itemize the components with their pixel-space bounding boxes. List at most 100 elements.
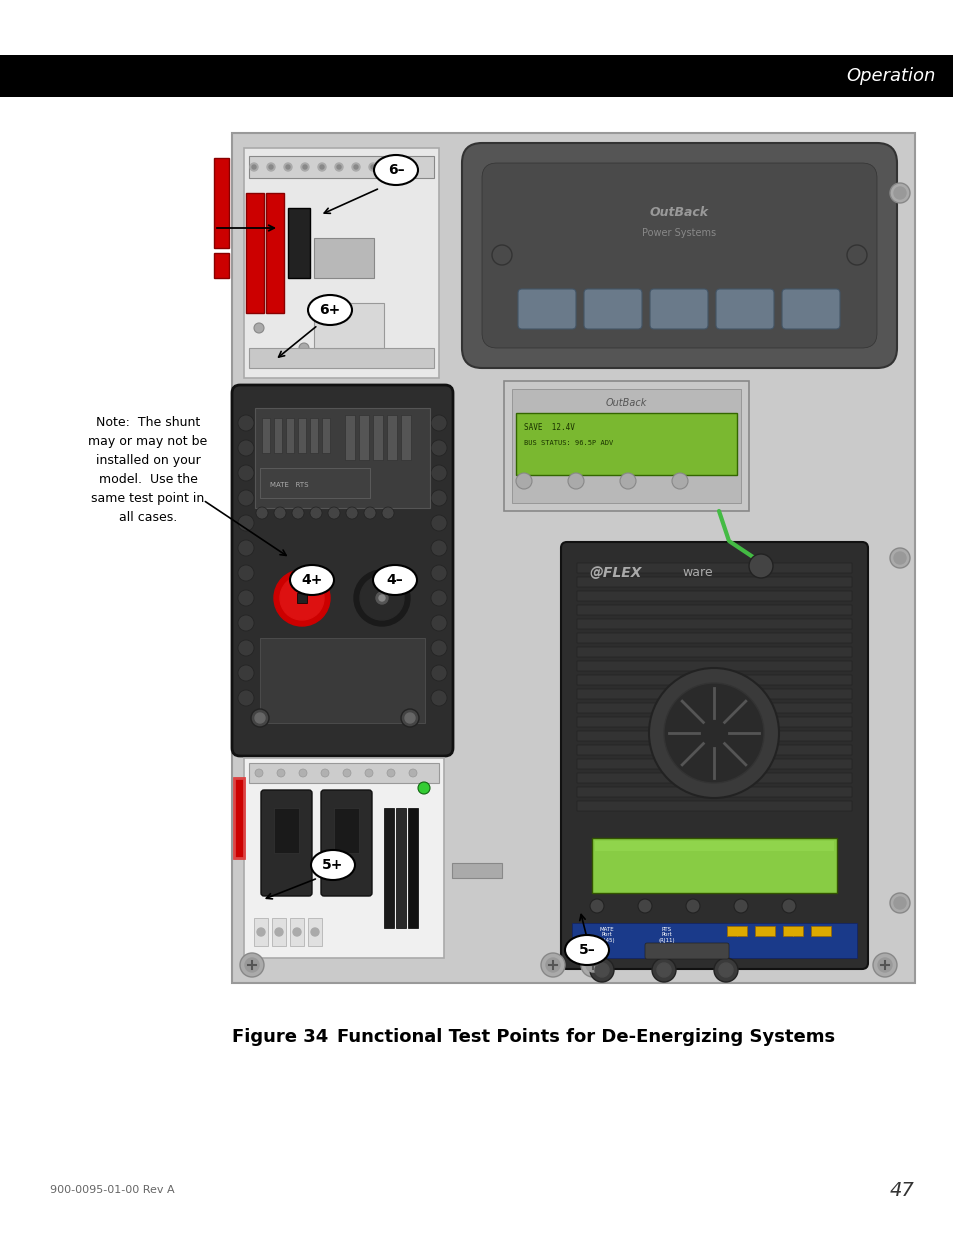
- Circle shape: [301, 163, 309, 170]
- FancyBboxPatch shape: [261, 790, 312, 897]
- Circle shape: [405, 713, 415, 722]
- Circle shape: [237, 490, 253, 506]
- Circle shape: [540, 953, 564, 977]
- Circle shape: [245, 958, 258, 972]
- Circle shape: [431, 540, 447, 556]
- Circle shape: [298, 343, 309, 353]
- Circle shape: [280, 576, 324, 620]
- Bar: [503, 382, 748, 511]
- Circle shape: [378, 595, 385, 601]
- Circle shape: [354, 571, 410, 626]
- Text: Power Systems: Power Systems: [641, 228, 716, 238]
- Text: ware: ware: [681, 567, 712, 579]
- Circle shape: [375, 592, 388, 604]
- Circle shape: [256, 927, 265, 936]
- Circle shape: [431, 515, 447, 531]
- Text: 5–: 5–: [578, 944, 595, 957]
- Circle shape: [663, 683, 763, 783]
- Circle shape: [237, 440, 253, 456]
- Circle shape: [371, 165, 375, 169]
- Bar: [246, 193, 264, 312]
- Circle shape: [431, 690, 447, 706]
- Bar: [233, 778, 244, 858]
- Text: 4+: 4+: [301, 573, 322, 587]
- Circle shape: [877, 958, 891, 972]
- Circle shape: [288, 584, 315, 613]
- Bar: [592, 839, 836, 893]
- Bar: [233, 778, 244, 858]
- Bar: [262, 417, 270, 453]
- Bar: [266, 193, 284, 312]
- Circle shape: [237, 515, 253, 531]
- Circle shape: [237, 664, 253, 680]
- Circle shape: [237, 415, 253, 431]
- Text: Operation: Operation: [845, 67, 935, 85]
- Circle shape: [237, 564, 253, 580]
- Bar: [577, 592, 851, 601]
- Circle shape: [328, 508, 339, 519]
- Circle shape: [409, 769, 416, 777]
- Circle shape: [374, 590, 390, 606]
- Circle shape: [250, 163, 257, 170]
- Circle shape: [237, 590, 253, 606]
- Text: MATE
Port
(RJ45): MATE Port (RJ45): [598, 926, 615, 944]
- Bar: [810, 926, 830, 936]
- Bar: [384, 808, 394, 927]
- Circle shape: [545, 958, 559, 972]
- Text: Figure 34: Figure 34: [232, 1028, 328, 1046]
- Circle shape: [516, 473, 532, 489]
- Circle shape: [713, 958, 738, 982]
- Circle shape: [733, 899, 747, 913]
- Circle shape: [492, 245, 512, 266]
- Circle shape: [781, 899, 795, 913]
- Circle shape: [252, 165, 255, 169]
- Circle shape: [368, 584, 395, 613]
- Bar: [260, 468, 370, 498]
- Circle shape: [293, 927, 301, 936]
- Circle shape: [671, 473, 687, 489]
- Circle shape: [254, 769, 263, 777]
- FancyBboxPatch shape: [583, 289, 641, 329]
- Circle shape: [431, 440, 447, 456]
- Circle shape: [352, 163, 359, 170]
- Bar: [577, 703, 851, 713]
- Circle shape: [369, 163, 376, 170]
- Bar: [272, 918, 286, 946]
- Bar: [334, 808, 358, 853]
- Circle shape: [585, 958, 599, 972]
- Bar: [0, 56, 953, 98]
- Bar: [308, 918, 322, 946]
- Circle shape: [400, 709, 418, 727]
- Circle shape: [889, 548, 909, 568]
- Circle shape: [893, 186, 905, 199]
- Circle shape: [253, 324, 264, 333]
- Circle shape: [431, 640, 447, 656]
- Ellipse shape: [308, 295, 352, 325]
- Bar: [577, 661, 851, 671]
- Bar: [254, 408, 430, 508]
- Circle shape: [580, 953, 604, 977]
- Circle shape: [240, 953, 264, 977]
- Circle shape: [567, 473, 583, 489]
- Circle shape: [274, 927, 283, 936]
- Bar: [244, 148, 438, 378]
- Circle shape: [846, 245, 866, 266]
- Circle shape: [889, 183, 909, 203]
- Circle shape: [284, 163, 292, 170]
- Text: MATE   RTS: MATE RTS: [270, 482, 308, 488]
- Circle shape: [893, 552, 905, 564]
- Circle shape: [255, 508, 268, 519]
- Bar: [452, 863, 501, 878]
- Bar: [577, 718, 851, 727]
- Circle shape: [748, 555, 772, 578]
- Circle shape: [251, 709, 269, 727]
- Bar: [322, 417, 330, 453]
- Text: DAT
+: DAT +: [787, 927, 798, 939]
- Circle shape: [388, 165, 392, 169]
- Text: 6–: 6–: [387, 163, 404, 177]
- Bar: [577, 802, 851, 811]
- Bar: [577, 745, 851, 755]
- Circle shape: [417, 782, 430, 794]
- Circle shape: [364, 508, 375, 519]
- Circle shape: [889, 893, 909, 913]
